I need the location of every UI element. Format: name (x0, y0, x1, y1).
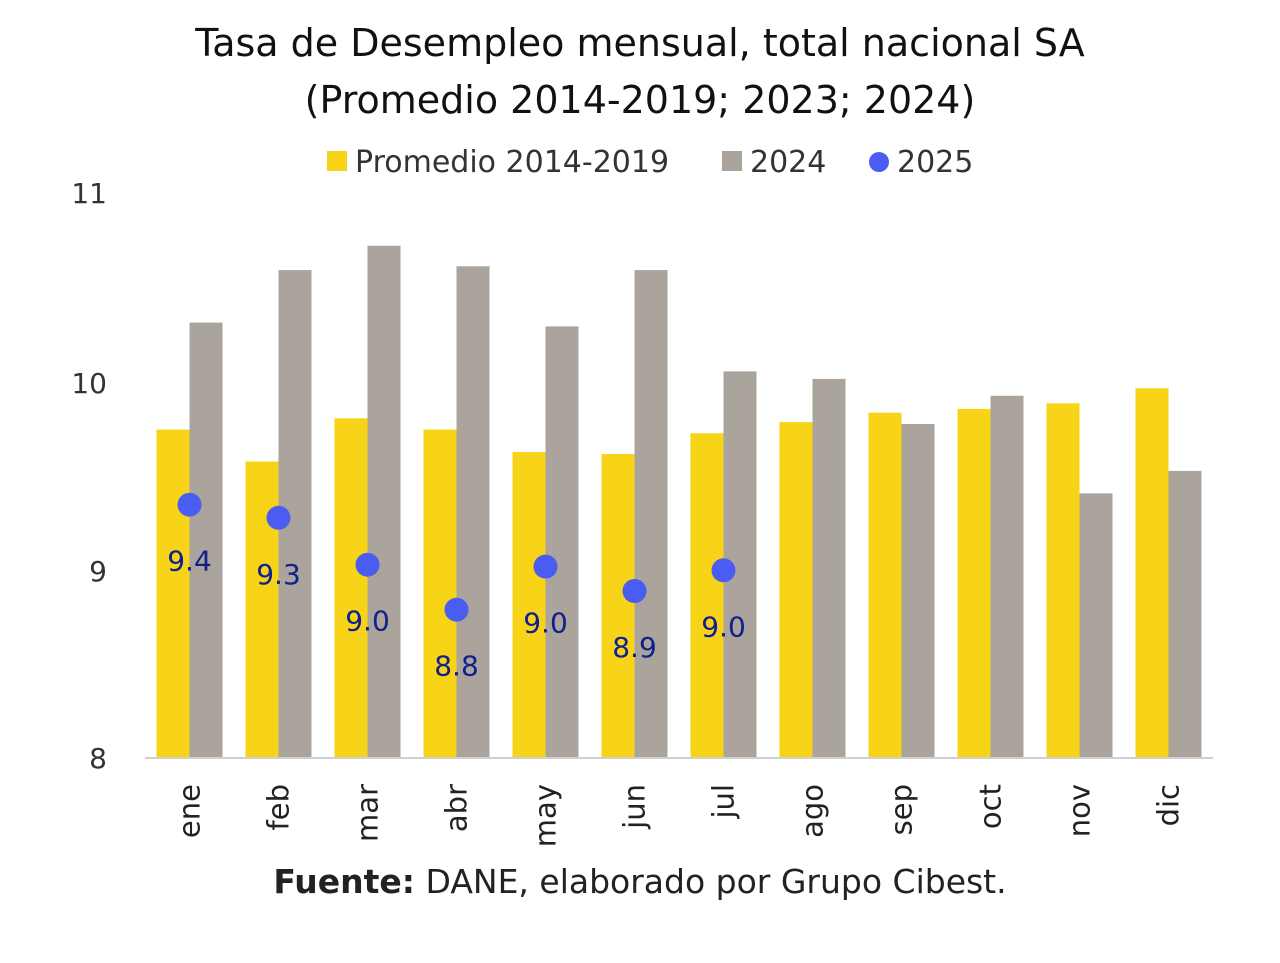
bar-2024-abr (456, 266, 490, 758)
y-axis: 11 10 9 8 (71, 177, 107, 775)
legend: Promedio 2014-2019 2024 2025 (327, 145, 973, 180)
bar-promedio-abr (423, 429, 457, 758)
bars-layer (156, 245, 1202, 758)
source-label: Fuente: (273, 862, 415, 901)
x-tick-nov: nov (1063, 784, 1097, 837)
label-2025-jun: 8.9 (612, 631, 657, 664)
x-tick-ene: ene (173, 784, 207, 838)
x-tick-jun: jun (618, 784, 652, 830)
x-tick-jul: jul (707, 784, 741, 820)
y-tick-8: 8 (89, 742, 107, 775)
legend-label-2025: 2025 (897, 145, 973, 180)
label-2025-jul: 9.0 (701, 610, 746, 643)
label-2025-may: 9.0 (523, 607, 568, 640)
x-tick-abr: abr (440, 784, 474, 832)
label-2025-feb: 9.3 (256, 558, 301, 591)
bar-promedio-ago (779, 422, 813, 758)
bar-promedio-may (512, 452, 546, 758)
bar-promedio-mar (334, 418, 368, 758)
bar-2024-nov (1079, 493, 1113, 758)
bar-2024-ago (812, 378, 846, 758)
legend-swatch-2025 (869, 152, 889, 172)
label-2025-mar: 9.0 (345, 605, 390, 638)
bar-2024-mar (367, 245, 401, 758)
label-2025-abr: 8.8 (434, 650, 479, 683)
point-2025-may (533, 554, 558, 579)
bar-promedio-oct (957, 408, 991, 758)
chart-title: Tasa de Desempleo mensual, total naciona… (194, 21, 1084, 65)
point-2025-feb (266, 505, 291, 530)
x-axis: ene feb mar abr may jun jul ago sep oct nov dic (173, 784, 1186, 847)
chart-subtitle: (Promedio 2014-2019; 2023; 2024) (305, 78, 976, 122)
legend-swatch-2024 (722, 151, 742, 171)
bar-2024-jun (634, 270, 668, 758)
point-2025-jul (711, 558, 736, 583)
source-text: DANE, elaborado por Grupo Cibest. (415, 862, 1007, 901)
bar-promedio-jul (690, 433, 724, 758)
source-note: Fuente: DANE, elaborado por Grupo Cibest… (273, 862, 1006, 901)
x-tick-feb: feb (262, 784, 296, 830)
bar-promedio-feb (245, 461, 279, 758)
x-tick-sep: sep (885, 784, 919, 835)
point-2025-ene (177, 492, 202, 517)
x-tick-ago: ago (796, 784, 830, 838)
bar-2024-oct (990, 395, 1024, 758)
label-2025-ene: 9.4 (167, 545, 212, 578)
legend-label-promedio: Promedio 2014-2019 (355, 145, 669, 180)
points-layer: 9.4 9.3 9.0 8.8 9.0 8.9 9.0 (167, 492, 746, 683)
bar-2024-dic (1168, 470, 1202, 758)
point-2025-mar (355, 552, 380, 577)
y-tick-9: 9 (89, 555, 107, 588)
bar-2024-sep (901, 424, 935, 758)
bar-promedio-nov (1046, 403, 1080, 758)
bar-promedio-jun (601, 454, 635, 758)
x-tick-dic: dic (1152, 784, 1186, 826)
y-tick-10: 10 (71, 367, 107, 400)
legend-label-2024: 2024 (750, 145, 826, 180)
bar-2024-ene (189, 322, 223, 758)
point-2025-jun (622, 579, 647, 603)
point-2025-abr (444, 597, 469, 622)
bar-2024-may (545, 326, 579, 758)
bar-promedio-dic (1135, 388, 1169, 758)
legend-swatch-promedio (327, 151, 347, 171)
x-tick-mar: mar (351, 784, 385, 842)
x-tick-may: may (529, 784, 563, 847)
bar-promedio-ene (156, 429, 190, 758)
bar-promedio-sep (868, 412, 902, 758)
y-tick-11: 11 (71, 177, 107, 210)
x-tick-oct: oct (974, 784, 1008, 829)
